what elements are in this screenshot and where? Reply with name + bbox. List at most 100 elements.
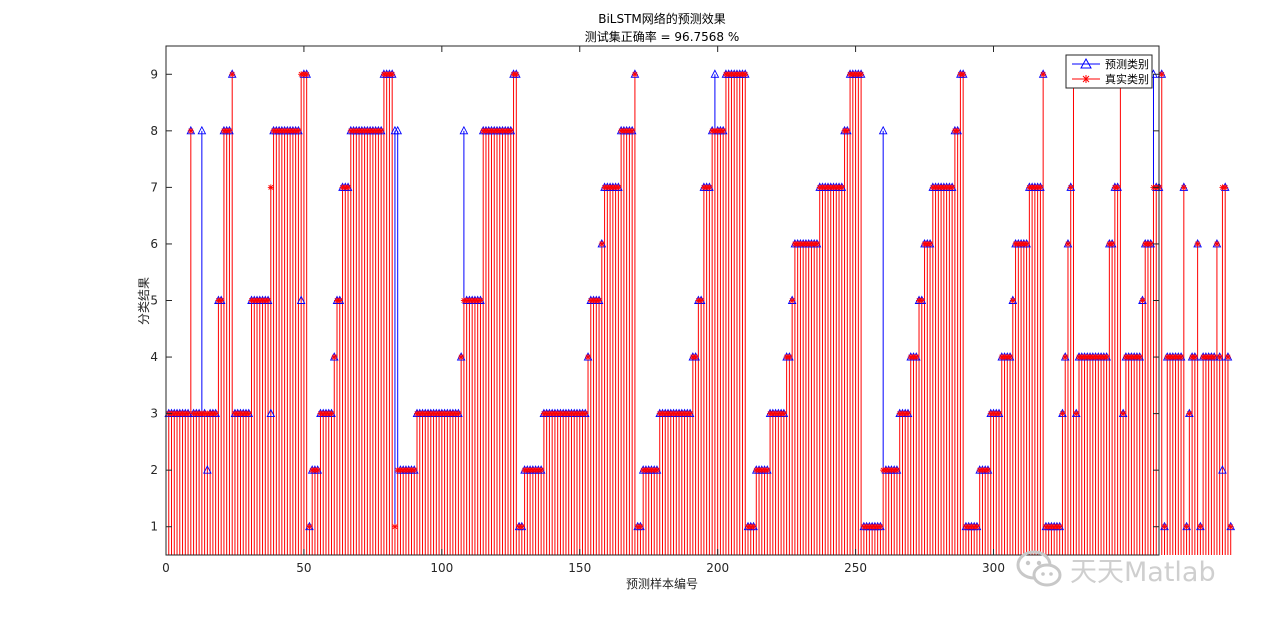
predicted-class-point: [878, 125, 888, 135]
y-tick-label: 9: [150, 67, 158, 81]
true-class-point: [1103, 354, 1110, 361]
true-class-point: [653, 467, 660, 474]
predicted-class-point: [1218, 465, 1227, 474]
true-class-point: [1073, 410, 1080, 417]
true-class-point: [187, 127, 194, 134]
true-class-point: [913, 354, 920, 361]
true-class-point: [877, 523, 884, 530]
true-class-point: [245, 410, 252, 417]
true-class-point: [598, 240, 605, 247]
true-class-point: [706, 184, 713, 191]
predicted-class-point: [393, 125, 403, 135]
true-class-point: [1007, 354, 1014, 361]
true-class-point: [1040, 71, 1047, 78]
true-class-point: [750, 523, 757, 530]
true-class-point: [585, 354, 592, 361]
predicted-class-point: [266, 408, 276, 418]
y-tick-label: 6: [150, 237, 158, 251]
true-class-point: [1009, 297, 1016, 304]
true-class-point: [1183, 523, 1190, 530]
true-class-point: [764, 467, 771, 474]
predicted-class-point: [710, 69, 720, 78]
true-class-point: [265, 297, 272, 304]
true-class-point: [507, 127, 514, 134]
true-class-point: [954, 127, 961, 134]
true-class-point: [303, 71, 310, 78]
x-tick-label: 50: [296, 561, 311, 575]
true-class-point: [218, 297, 225, 304]
true-class-point: [631, 71, 638, 78]
true-class-point: [1191, 354, 1198, 361]
true-class-point: [742, 71, 749, 78]
true-class-point: [212, 410, 219, 417]
x-tick-label: 300: [982, 561, 1005, 575]
true-class-point: [331, 354, 338, 361]
y-tick-label: 3: [150, 407, 158, 421]
true-class-point: [226, 127, 233, 134]
true-class-point: [1023, 240, 1030, 247]
true-class-point: [411, 467, 418, 474]
predicted-class-point: [296, 295, 306, 304]
true-class-point: [1197, 523, 1204, 530]
true-class-point: [615, 184, 622, 191]
true-class-point: [1147, 240, 1154, 247]
true-class-point: [786, 354, 793, 361]
true-class-point: [391, 523, 398, 530]
watermark-text: 天天Matlab: [1070, 556, 1216, 588]
x-tick-label: 100: [430, 561, 453, 575]
true-class-point: [1161, 523, 1168, 530]
y-tick-label: 7: [150, 180, 158, 194]
true-class-point: [295, 127, 302, 134]
true-class-point: [780, 410, 787, 417]
true-class-point: [927, 240, 934, 247]
y-tick-label: 4: [150, 350, 158, 364]
x-tick-label: 150: [568, 561, 591, 575]
legend-predicted-label: 预测类别: [1105, 57, 1149, 71]
true-class-point: [1139, 297, 1146, 304]
x-tick-label: 250: [844, 561, 867, 575]
true-class-point: [455, 410, 462, 417]
true-class-point: [378, 127, 385, 134]
true-class-point: [789, 297, 796, 304]
y-axis: 1 2 3 4 5 6 7 8 9: [150, 67, 1159, 534]
true-class-point: [893, 467, 900, 474]
true-class-point: [844, 127, 851, 134]
legend-true-label: 真实类别: [1105, 72, 1149, 86]
true-class-point: [1213, 240, 1220, 247]
y-tick-label: 2: [150, 463, 158, 477]
predicted-class-point: [203, 465, 212, 474]
true-class-point: [1216, 354, 1223, 361]
predicted-class-point: [197, 125, 207, 135]
true-class-point: [1224, 354, 1231, 361]
true-class-point: [328, 410, 335, 417]
true-class-point: [1211, 354, 1218, 361]
true-class-point: [513, 71, 520, 78]
y-tick-label: 5: [150, 294, 158, 308]
true-class-point: [596, 297, 603, 304]
chart-subtitle: 测试集正确率 = 96.7568 %: [585, 29, 740, 44]
true-class-point: [1062, 354, 1069, 361]
true-class-point: [1064, 240, 1071, 247]
true-class-markers: [165, 71, 1234, 530]
true-class-point: [973, 523, 980, 530]
x-tick-label: 0: [162, 561, 170, 575]
legend-true-asterisk-icon: [1082, 75, 1090, 83]
true-class-point: [1037, 184, 1044, 191]
true-class-point: [984, 467, 991, 474]
true-class-point: [858, 71, 865, 78]
true-class-point: [698, 297, 705, 304]
true-class-point: [1109, 240, 1116, 247]
true-class-point: [1136, 354, 1143, 361]
true-class-point: [720, 127, 727, 134]
true-class-point: [687, 410, 694, 417]
legend: 预测类别 真实类别: [1065, 54, 1153, 89]
predicted-class-stems: [201, 74, 1154, 527]
true-class-point: [229, 71, 236, 78]
y-axis-label: 分类结果: [137, 277, 151, 325]
true-class-point: [345, 184, 352, 191]
true-class-point: [477, 297, 484, 304]
wechat-logo-icon: [1016, 550, 1062, 587]
true-class-point: [1114, 184, 1121, 191]
predicted-class-point: [459, 125, 469, 135]
